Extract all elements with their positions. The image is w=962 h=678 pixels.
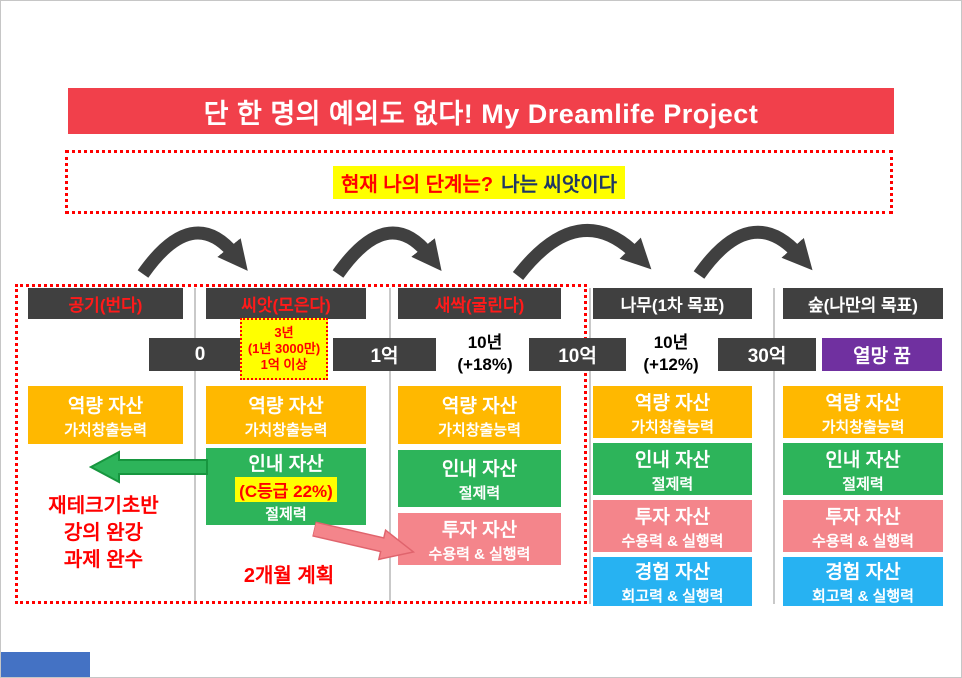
stage-header-tree-label: 나무(1차 목표) [620,296,725,315]
stage-header-air-label: 공기(번다) [68,296,143,315]
asset-title: 투자 자산 [634,506,711,528]
divider-2 [389,288,391,604]
stage-header-seed-label: 씨앗(모은다) [241,296,331,315]
divider-4 [773,288,775,604]
stage-answer: 나는 씨앗이다 [501,173,618,196]
asset-title: 인내 자산 [441,459,518,480]
asset-subtitle: 회고력 & 실행력 [812,588,914,605]
growth-2-years: 10년 [653,333,689,352]
asset-competency-forest: 역량 자산 가치창출능력 [783,386,943,438]
homework-line3: 과제 완수 [63,549,144,571]
asset-competency-tree: 역량 자산 가치창출능력 [593,386,752,438]
stage-header-forest: 숲(나만의 목표) [783,288,943,319]
asset-subtitle: 수용력 & 실행력 [621,532,724,550]
milestone-thirty-label: 30억 [747,346,787,367]
stage-header-sprout: 새싹(굴린다) [398,288,561,319]
asset-title: 역량 자산 [634,392,711,414]
asset-investment-tree: 투자 자산 수용력 & 실행력 [593,500,752,552]
stage-header-sprout-label: 새싹(굴린다) [434,296,525,315]
current-stage-highlight: 현재 나의 단계는? 나는 씨앗이다 [332,165,626,199]
asset-title: 투자 자산 [441,519,518,541]
milestone-one: 1억 [333,338,436,371]
plan-label: 2개월 계획 [243,565,335,587]
stage-header-tree: 나무(1차 목표) [593,288,752,319]
asset-patience-tree: 인내 자산 절제력 [593,443,752,495]
asset-competency-sprout: 역량 자산 가치창출능력 [398,386,561,444]
asset-subtitle: 절제력 [458,485,501,502]
asset-title: 역량 자산 [825,392,901,414]
asset-title: 역량 자산 [67,395,144,417]
flow-arrow-4 [693,225,813,279]
asset-experience-forest: 경험 자산 회고력 & 실행력 [783,557,943,606]
asset-title: 인내 자산 [248,454,324,475]
asset-subtitle: 절제력 [265,506,307,523]
asset-patience-forest: 인내 자산 절제력 [783,443,943,495]
asset-patience-seed: 인내 자산 (C등급 22%) 절제력 [206,448,366,525]
milestone-one-label: 1억 [370,346,399,367]
asset-title: 인내 자산 [825,449,901,471]
flow-arrow-3 [512,224,652,280]
asset-title: 투자 자산 [825,506,901,528]
growth-2-rate: (+12%) [643,355,699,374]
flow-arrows [137,224,813,280]
asset-subtitle: 수용력 & 실행력 [428,545,531,563]
asset-experience-tree: 경험 자산 회고력 & 실행력 [593,557,752,606]
milestone-dream-label: 열망 꿈 [853,346,911,367]
asset-subtitle: 회고력 & 실행력 [621,588,724,605]
asset-title: 경험 자산 [634,562,711,583]
asset-subtitle: 절제력 [842,475,884,493]
asset-title: 경험 자산 [825,562,901,583]
homework-line1: 재테크기초반 [48,495,159,517]
asset-subtitle: 가치창출능력 [244,421,328,439]
asset-subtitle: 가치창출능력 [631,418,714,436]
homework-annotation: 재테크기초반 강의 완강 과제 완수 [31,493,176,574]
divider-1 [194,288,196,604]
plan-annotation: 2개월 계획 [227,559,351,588]
milestone-dream: 열망 꿈 [822,338,942,371]
seed-note: 3년 (1년 3000만) 1억 이상 [240,318,328,380]
patience-grade-note: (C등급 22%) [235,477,337,502]
seed-note-line1: 3년 [274,325,294,340]
flow-arrow-2 [332,226,442,278]
asset-title: 역량 자산 [248,395,324,417]
focus-region-border [15,284,587,604]
seed-note-line2: (1년 3000만) [247,341,321,356]
milestone-ten: 10억 [529,338,626,371]
growth-note-2: 10년 (+12%) [629,332,713,376]
asset-subtitle: 절제력 [651,475,694,493]
title-banner: 단 한 명의 예외도 없다! My Dreamlife Project [68,88,894,134]
stage-header-seed: 씨앗(모은다) [206,288,366,319]
asset-title: 역량 자산 [441,395,518,417]
growth-1-years: 10년 [467,333,503,352]
plan-arrow-right [311,521,416,561]
asset-subtitle: 가치창출능력 [64,421,147,439]
milestone-zero-label: 0 [194,343,206,365]
asset-subtitle: 가치창출능력 [438,421,521,439]
growth-note-1: 10년 (+18%) [441,332,529,376]
asset-competency-seed: 역량 자산 가치창출능력 [206,386,366,444]
seed-note-line3: 1억 이상 [260,357,308,372]
stage-header-air: 공기(번다) [28,288,183,319]
asset-title: 인내 자산 [634,449,711,471]
feedback-arrow-left [89,450,208,484]
asset-investment-sprout: 투자 자산 수용력 & 실행력 [398,513,561,565]
homework-line2: 강의 완강 [63,522,144,544]
stage-header-forest-label: 숲(나만의 목표) [808,296,918,315]
current-stage-box: 현재 나의 단계는? 나는 씨앗이다 [65,150,893,214]
divider-3 [589,288,591,604]
asset-subtitle: 가치창출능력 [821,418,905,436]
bottom-left-accent [1,652,90,677]
asset-patience-sprout: 인내 자산 절제력 [398,450,561,507]
milestone-ten-label: 10억 [558,346,597,367]
stage-question: 현재 나의 단계는? [340,173,494,196]
asset-subtitle: 수용력 & 실행력 [812,532,914,550]
asset-competency-air: 역량 자산 가치창출능력 [28,386,183,444]
milestone-zero: 0 [149,338,251,371]
asset-investment-forest: 투자 자산 수용력 & 실행력 [783,500,943,552]
flow-arrow-1 [137,226,248,278]
milestone-thirty: 30억 [718,338,816,371]
page-title: 단 한 명의 예외도 없다! My Dreamlife Project [203,98,759,129]
growth-1-rate: (+18%) [457,355,513,374]
